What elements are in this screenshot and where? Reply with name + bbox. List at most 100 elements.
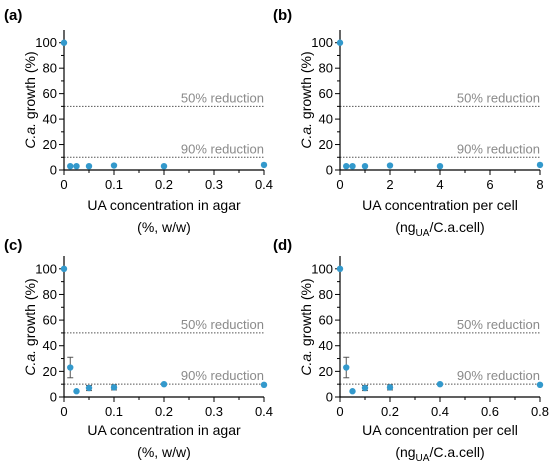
data-point [361,384,369,392]
y-axis-label-italic: C.a. [298,123,314,149]
x-tick-label: 0 [336,177,343,192]
reference-line-label: 50% reduction [457,317,540,332]
data-point [386,162,394,169]
data-point [60,265,68,273]
x-tick-label: 0.1 [105,177,123,192]
x-axis-unit-label: (%, w/w) [137,219,191,235]
y-axis-label: C.a. growth (%) [22,51,38,148]
y-tick-label: 80 [43,287,57,302]
y-tick-label: 40 [43,338,57,353]
data-point [160,162,168,170]
panel-c: (c) C.a. growth (%) 50% reduction 90% reduc… [4,237,273,460]
x-axis-unit-label: (ngUA/C.a.cell) [395,444,484,464]
panel-label: (a) [4,7,22,24]
data-point [343,364,350,371]
data-point [73,388,80,395]
x-tick-label: 0.3 [205,177,223,192]
reference-line-label: 90% reduction [181,368,264,383]
reference-line-label: 90% reduction [181,141,264,156]
x-unit-prefix: (ng [395,444,415,460]
reference-line-label: 50% reduction [181,90,264,105]
data-point [67,364,74,371]
y-tick-label: 40 [43,112,57,127]
data-point [361,162,369,170]
panel-a: (a) C.a. growth (%) 50% reduction 90% reduc… [4,7,273,235]
data-point [436,380,444,388]
data-point [386,384,394,391]
y-tick-label: 60 [43,313,57,328]
x-unit-suffix: /C.a.cell) [429,444,484,460]
x-tick-label: 0.2 [155,404,173,419]
data-point [349,162,356,170]
y-tick-label: 100 [35,261,57,276]
reference-line-label: 50% reduction [181,317,264,332]
y-tick-label: 20 [43,137,57,152]
y-tick-label: 60 [319,313,333,328]
y-tick-label: 20 [319,364,333,379]
panel-d: (d) C.a. growth (%) 50% reduction 90% reduc… [273,237,549,464]
data-point [336,265,344,273]
data-point [110,162,118,169]
panel-b: (b) C.a. growth (%) 50% reduction 90% reduc… [273,7,544,239]
x-tick-label: 0 [336,404,343,419]
x-tick-label: 0.2 [155,177,173,192]
data-point [536,381,544,389]
y-tick-label: 100 [35,35,57,50]
y-tick-label: 60 [319,86,333,101]
y-axis-label-rest: growth (%) [298,51,314,123]
y-axis-label-rest: growth (%) [22,278,38,350]
data-point [336,39,344,46]
x-tick-label: 0.4 [255,177,273,192]
x-tick-label: 0.8 [531,404,549,419]
y-tick-label: 40 [319,112,333,127]
y-axis-label: C.a. growth (%) [298,278,314,375]
x-tick-label: 2 [386,177,393,192]
x-axis-unit-label: (%, w/w) [137,444,191,460]
x-unit-subscript: UA [416,453,430,464]
data-point [160,380,168,388]
x-tick-label: 0.3 [205,404,223,419]
x-axis-label: UA concentration in agar [87,422,241,438]
x-axis-unit-label: (ngUA/C.a.cell) [395,219,484,239]
data-point [85,384,93,392]
y-tick-label: 20 [319,137,333,152]
x-axis-label: UA concentration per cell [362,422,518,438]
y-axis-label-rest: growth (%) [298,278,314,350]
data-point [67,162,74,170]
reference-line-label: 50% reduction [457,90,540,105]
x-tick-label: 0.2 [381,404,399,419]
y-tick-label: 20 [43,364,57,379]
data-point [436,162,444,170]
panel-label: (b) [273,7,292,24]
y-axis-label: C.a. growth (%) [298,51,314,148]
y-tick-label: 100 [311,35,333,50]
y-tick-label: 0 [50,390,57,405]
data-point [260,381,268,389]
x-tick-label: 0.1 [105,404,123,419]
x-unit-suffix: /C.a.cell) [429,219,484,235]
y-tick-label: 80 [319,287,333,302]
x-tick-label: 8 [536,177,543,192]
reference-line-label: 90% reduction [457,368,540,383]
data-point [110,384,118,391]
data-point [73,162,80,170]
x-tick-label: 0 [60,404,67,419]
reference-line-label: 90% reduction [457,141,540,156]
y-tick-label: 80 [319,61,333,76]
y-tick-label: 60 [43,86,57,101]
data-point [85,162,93,170]
y-axis-label-italic: C.a. [298,350,314,376]
x-axis-label: UA concentration per cell [362,197,518,213]
y-tick-label: 40 [319,338,333,353]
y-tick-label: 80 [43,61,57,76]
y-tick-label: 100 [311,261,333,276]
y-axis-label: C.a. growth (%) [22,278,38,375]
x-tick-label: 0.4 [431,404,449,419]
data-point [60,39,68,46]
y-axis-label-italic: C.a. [22,350,38,376]
x-tick-label: 6 [486,177,493,192]
y-tick-label: 0 [326,163,333,178]
data-point [260,161,268,169]
panel-label: (d) [273,237,292,254]
